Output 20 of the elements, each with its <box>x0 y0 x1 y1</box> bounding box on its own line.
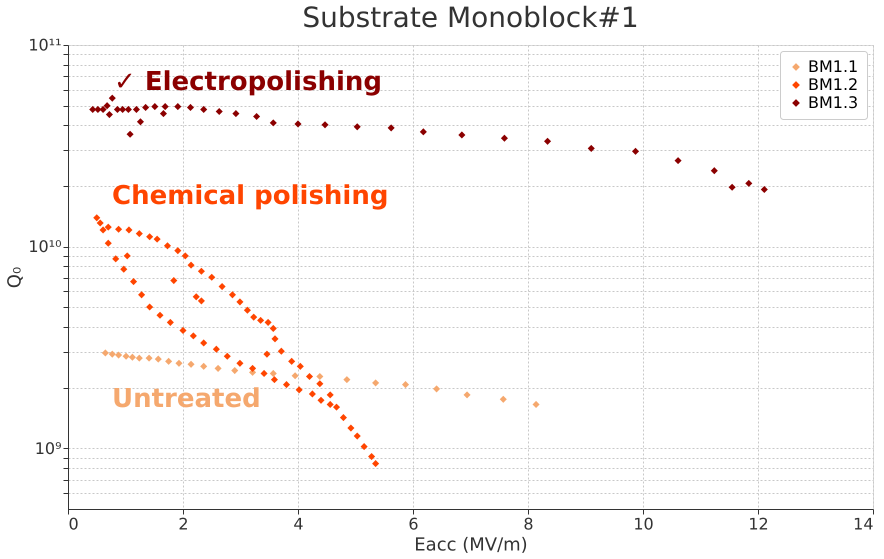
x-tick-label: 2 <box>178 514 189 534</box>
y-tick-label: 10⁹ <box>34 438 62 458</box>
x-tick-label: 0 <box>68 514 79 534</box>
x-tick-label: 4 <box>293 514 304 534</box>
annotation: Untreated <box>112 384 261 414</box>
y-axis-title: Q₀ <box>4 266 26 288</box>
x-tick-label: 6 <box>408 514 419 534</box>
x-tick-label: 14 <box>853 514 874 534</box>
annotation: ✓ Electropolishing <box>114 67 382 97</box>
y-tick-label: 10¹⁰ <box>28 237 62 256</box>
x-tick-label: 12 <box>748 514 769 534</box>
legend-label: BM1.1 <box>808 57 858 76</box>
legend-label: BM1.2 <box>808 75 858 94</box>
legend-label: BM1.3 <box>808 93 858 112</box>
x-axis-title: Eacc (MV/m) <box>414 534 528 556</box>
y-tick-label: 10¹¹ <box>28 36 62 54</box>
x-tick-label: 8 <box>523 514 534 534</box>
annotation: Chemical polishing <box>112 181 388 211</box>
chart-title: Substrate Monoblock#1 <box>302 1 639 34</box>
x-tick-label: 10 <box>633 514 654 534</box>
